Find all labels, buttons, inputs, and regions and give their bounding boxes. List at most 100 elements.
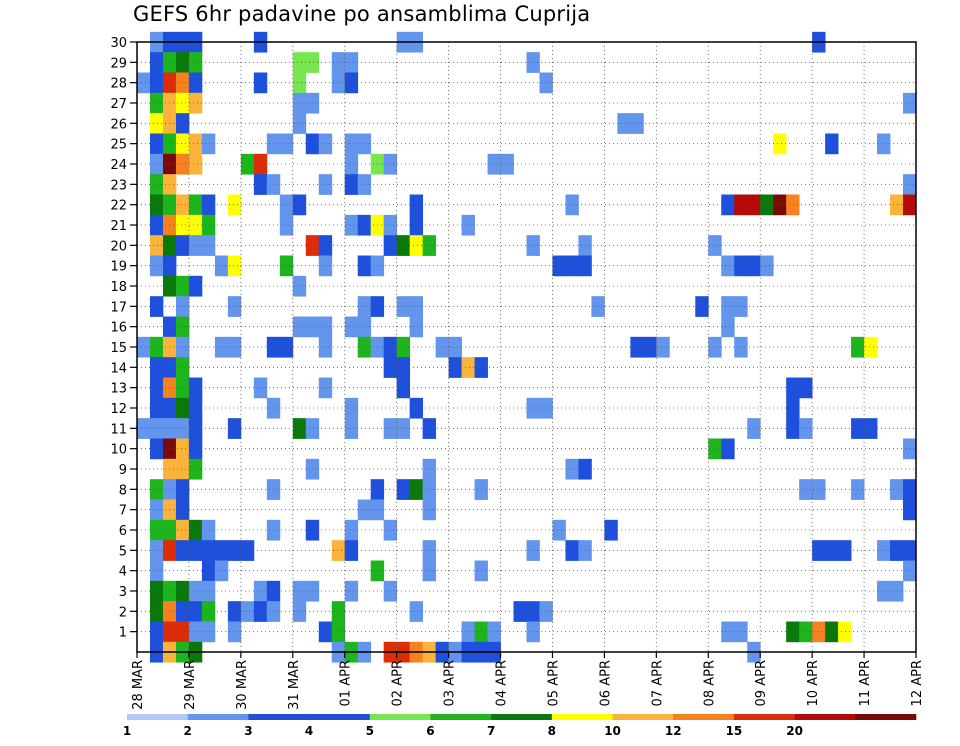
heatmap-cell bbox=[188, 194, 203, 216]
heatmap-cell bbox=[448, 357, 462, 378]
x-tick-label: 31 MAR bbox=[287, 660, 302, 710]
heatmap-cell bbox=[812, 540, 826, 561]
heatmap-cell bbox=[253, 580, 268, 602]
y-tick-label: 19 bbox=[110, 260, 127, 275]
heatmap-cell bbox=[383, 214, 398, 236]
heatmap-cell bbox=[435, 336, 449, 358]
x-tick-label: 04 APR bbox=[495, 660, 510, 706]
colorbar-label: 15 bbox=[726, 724, 743, 738]
heatmap-cell bbox=[721, 296, 735, 317]
heatmap-cell bbox=[149, 92, 164, 114]
heatmap-cell bbox=[565, 540, 579, 561]
heatmap-cell bbox=[175, 621, 190, 643]
heatmap-cell bbox=[188, 92, 203, 114]
y-tick-label: 26 bbox=[110, 117, 127, 132]
colorbar-swatch bbox=[551, 714, 613, 720]
heatmap-cell bbox=[175, 540, 190, 561]
heatmap-cell bbox=[396, 296, 411, 317]
heatmap-cell bbox=[344, 174, 359, 195]
heatmap-cell bbox=[227, 255, 242, 277]
heatmap-cell bbox=[279, 194, 294, 216]
heatmap-cell bbox=[227, 540, 242, 561]
heatmap-cell bbox=[357, 499, 372, 521]
heatmap-cell bbox=[137, 418, 151, 439]
heatmap-cell bbox=[201, 235, 216, 256]
heatmap-cell bbox=[149, 438, 164, 460]
heatmap-cell bbox=[409, 194, 424, 216]
heatmap-cell bbox=[396, 418, 411, 439]
heatmap-cell bbox=[188, 72, 203, 94]
heatmap-cell bbox=[344, 519, 359, 541]
heatmap-cell bbox=[786, 377, 800, 399]
colorbar-label: 7 bbox=[487, 724, 495, 738]
heatmap-cell bbox=[890, 540, 904, 561]
y-tick-label: 7 bbox=[119, 504, 127, 519]
y-tick-label: 20 bbox=[110, 239, 127, 254]
heatmap-cell bbox=[539, 72, 553, 94]
heatmap-cell bbox=[149, 601, 164, 622]
colorbar-swatch bbox=[430, 714, 492, 720]
colorbar-label: 4 bbox=[305, 724, 313, 738]
heatmap-cell bbox=[513, 601, 527, 622]
heatmap-cell bbox=[188, 377, 203, 399]
heatmap-cell bbox=[292, 418, 307, 439]
heatmap-cell bbox=[175, 194, 190, 216]
heatmap-cell bbox=[188, 458, 203, 480]
heatmap-cell bbox=[487, 621, 501, 643]
heatmap-cell bbox=[149, 560, 164, 582]
heatmap-cell bbox=[188, 275, 203, 297]
heatmap-cell bbox=[734, 336, 748, 358]
heatmap-cell bbox=[591, 296, 605, 317]
heatmap-cell bbox=[864, 418, 878, 439]
heatmap-cell bbox=[396, 336, 411, 358]
heatmap-cell bbox=[292, 580, 307, 602]
heatmap-cell bbox=[292, 92, 307, 114]
heatmap-cell bbox=[331, 601, 346, 622]
heatmap-cell bbox=[344, 214, 359, 236]
heatmap-cell bbox=[825, 133, 839, 155]
colorbar-label: 10 bbox=[604, 724, 621, 738]
colorbar-label: 12 bbox=[665, 724, 682, 738]
heatmap-cell bbox=[292, 601, 307, 622]
heatmap-cell bbox=[292, 72, 307, 94]
heatmap-cell bbox=[279, 336, 294, 358]
heatmap-cell bbox=[188, 235, 203, 256]
heatmap-cell bbox=[396, 377, 411, 399]
colorbar-label: 6 bbox=[426, 724, 434, 738]
heatmap-cell bbox=[201, 560, 216, 582]
heatmap-cell bbox=[149, 113, 164, 134]
heatmap-cell bbox=[461, 214, 475, 236]
heatmap-cell bbox=[539, 601, 553, 622]
heatmap-cell bbox=[149, 52, 164, 73]
colorbar-swatch bbox=[673, 714, 735, 720]
heatmap-cell bbox=[552, 255, 566, 277]
heatmap-cell bbox=[305, 519, 320, 541]
colorbar-swatch bbox=[187, 714, 249, 720]
x-tick-label: 07 APR bbox=[650, 660, 665, 706]
gridlines bbox=[137, 42, 916, 652]
heatmap-cell bbox=[175, 601, 190, 622]
heatmap-cell bbox=[786, 194, 800, 216]
heatmap-cell bbox=[175, 92, 190, 114]
heatmap-cell bbox=[409, 316, 424, 338]
colorbar-swatch bbox=[127, 714, 188, 720]
heatmap-cell bbox=[357, 296, 372, 317]
heatmap-cell bbox=[279, 133, 294, 155]
heatmap-cell bbox=[292, 52, 307, 73]
heatmap-cell bbox=[409, 296, 424, 317]
heatmap-cell bbox=[357, 133, 372, 155]
x-tick-label: 05 APR bbox=[546, 660, 561, 706]
y-tick-label: 2 bbox=[119, 605, 127, 620]
heatmap-cell bbox=[175, 52, 190, 73]
heatmap-cell bbox=[448, 336, 462, 358]
heatmap-cell bbox=[812, 621, 826, 643]
heatmap-cell bbox=[734, 194, 748, 216]
heatmap-cell bbox=[188, 153, 203, 175]
heatmap-cell bbox=[175, 357, 190, 378]
chart-title: GEFS 6hr padavine po ansamblima Cuprija bbox=[133, 2, 591, 26]
heatmap-cell bbox=[279, 214, 294, 236]
y-tick-label: 15 bbox=[110, 341, 127, 356]
heatmap-cell bbox=[240, 540, 255, 561]
heatmap-cell bbox=[253, 377, 268, 399]
